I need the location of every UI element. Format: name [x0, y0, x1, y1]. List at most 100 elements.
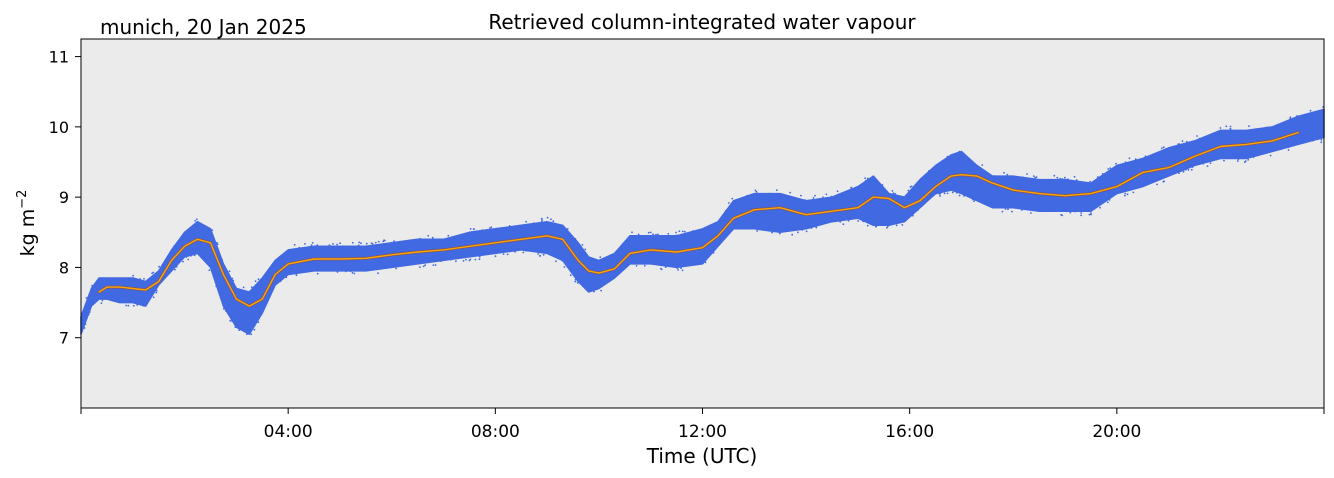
scatter-points-layer: [80, 106, 1324, 336]
scatter-point: [1042, 180, 1044, 183]
scatter-point: [1134, 158, 1137, 161]
scatter-point: [418, 242, 420, 245]
scatter-point: [662, 238, 664, 240]
scatter-point: [1249, 133, 1252, 135]
scatter-point: [1256, 131, 1259, 134]
scatter-point: [298, 250, 300, 253]
scatter-point: [1244, 157, 1247, 159]
scatter-point: [664, 266, 667, 268]
scatter-point: [496, 230, 499, 233]
scatter-point: [489, 227, 491, 229]
scatter-point: [539, 254, 541, 257]
scatter-point: [676, 263, 678, 266]
scatter-point: [316, 268, 319, 271]
scatter-point: [1107, 168, 1110, 170]
scatter-point: [1062, 206, 1065, 209]
scatter-point: [207, 227, 210, 230]
scatter-point: [1034, 176, 1036, 179]
scatter-point: [127, 304, 130, 307]
scatter-point: [1047, 208, 1049, 210]
scatter-point: [1149, 158, 1152, 160]
scatter-point: [1011, 210, 1013, 213]
scatter-point: [522, 251, 525, 254]
scatter-point: [810, 227, 813, 229]
scatter-point: [1080, 212, 1083, 214]
scatter-point: [298, 246, 301, 249]
scatter-point: [404, 242, 407, 245]
scatter-point: [1060, 213, 1062, 216]
scatter-point: [751, 227, 754, 230]
scatter-point: [1230, 130, 1233, 133]
scatter-point: [1132, 191, 1135, 194]
scatter-point: [1292, 117, 1295, 120]
scatter-point: [495, 248, 497, 251]
scatter-point: [419, 266, 421, 268]
scatter-point: [339, 245, 342, 248]
scatter-point: [712, 251, 715, 254]
scatter-point: [640, 261, 642, 264]
scatter-point: [842, 223, 845, 226]
scatter-point: [1089, 180, 1091, 183]
scatter-point: [550, 218, 552, 221]
scatter-point: [1080, 214, 1082, 217]
scatter-point: [1124, 192, 1127, 195]
scatter-point: [634, 238, 637, 241]
scatter-point: [810, 223, 812, 226]
scatter-point: [654, 263, 656, 265]
scatter-point: [1196, 135, 1198, 137]
scatter-point: [291, 252, 294, 255]
scatter-point: [94, 282, 96, 285]
scatter-point: [551, 254, 554, 256]
scatter-point: [1177, 143, 1180, 146]
y-axis-label-main: kg m: [17, 209, 39, 257]
scatter-point: [101, 299, 104, 302]
scatter-point: [822, 196, 824, 199]
scatter-point: [218, 253, 221, 256]
scatter-point: [1053, 174, 1056, 177]
scatter-point: [139, 278, 142, 280]
scatter-point: [532, 222, 535, 225]
scatter-point: [340, 269, 343, 272]
scatter-point: [398, 265, 401, 267]
scatter-point: [408, 239, 411, 242]
scatter-point: [1207, 158, 1210, 161]
scatter-point: [717, 221, 720, 224]
scatter-point: [928, 170, 930, 172]
scatter-point: [1251, 152, 1254, 155]
scatter-point: [344, 270, 347, 273]
scatter-point: [461, 253, 463, 256]
scatter-point: [891, 190, 894, 192]
scatter-point: [951, 191, 954, 194]
scatter-point: [1283, 143, 1286, 146]
scatter-point: [432, 256, 435, 259]
scatter-point: [974, 196, 977, 199]
scatter-point: [788, 197, 791, 200]
scatter-point: [132, 280, 135, 283]
scatter-point: [294, 270, 297, 273]
scatter-point: [302, 247, 305, 250]
scatter-point: [229, 319, 232, 322]
scatter-point: [631, 260, 634, 263]
x-axis: 04:00 08:00 12:00 16:00 20:00: [80, 408, 1325, 442]
scatter-point: [1201, 139, 1203, 142]
scatter-point: [825, 193, 828, 196]
scatter-point: [374, 241, 377, 244]
scatter-point: [979, 167, 981, 169]
scatter-point: [789, 191, 792, 194]
scatter-point: [475, 254, 477, 257]
scatter-point: [473, 228, 475, 230]
scatter-point: [749, 227, 751, 230]
scatter-point: [660, 267, 662, 270]
scatter-point: [555, 260, 557, 263]
scatter-point: [733, 202, 735, 205]
scatter-point: [1242, 154, 1245, 156]
scatter-point: [1179, 146, 1181, 149]
scatter-point: [814, 194, 816, 197]
scatter-point: [677, 269, 679, 271]
scatter-point: [382, 240, 385, 243]
scatter-point: [567, 264, 570, 267]
scatter-point: [901, 224, 904, 226]
scatter-point: [112, 280, 115, 283]
scatter-point: [649, 261, 652, 264]
scatter-point: [591, 258, 594, 260]
